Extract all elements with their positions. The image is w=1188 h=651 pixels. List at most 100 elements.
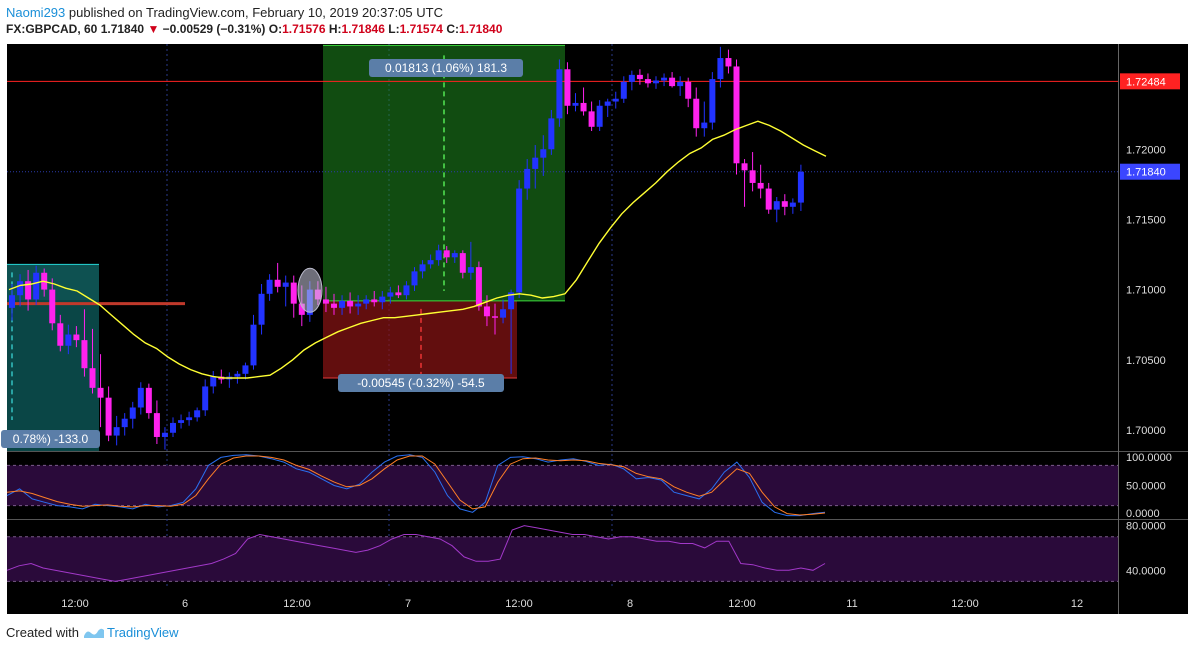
footer: Created with TradingView [6,625,179,640]
close-value: 1.71840 [458,22,503,36]
candle-body [194,410,201,418]
highlight-ellipse [297,267,323,313]
candle-body [33,272,40,300]
candle-body [339,300,346,308]
open-label: O: [268,22,283,36]
candle-body [524,168,531,189]
time-tick-label: 12:00 [283,598,311,610]
candle-body [596,105,603,127]
tradingview-logo-icon [83,628,104,638]
candle-body [636,74,643,80]
candle-body [274,279,281,287]
candle-body [628,74,635,82]
tradingview-link[interactable]: TradingView [83,625,179,640]
candle-body [451,253,458,258]
candle-body [17,281,24,296]
author-name[interactable]: Naomi293 [6,5,66,20]
down-arrow-icon: ▼ [147,22,160,36]
candle-body [427,260,434,265]
time-tick-label: 11 [846,598,857,610]
candle-body [81,340,88,369]
candle-body [186,417,193,421]
time-tick-label: 12:00 [951,598,979,610]
candle-body [588,111,595,127]
rsi-tick-label: 80.0000 [1126,521,1166,533]
price-tick-label: 1.70000 [1126,425,1166,437]
candle-body [121,418,128,428]
candle-body [298,303,305,315]
candle-body [363,299,370,304]
candle-body [57,323,64,346]
candle-body [532,157,539,169]
stochastic-band [7,465,1118,506]
candle-body [781,201,788,207]
candle-body [789,202,796,207]
time-tick-label: 12:00 [61,598,89,610]
stochastic-tick-label: 100.0000 [1126,452,1172,464]
candle-body [685,81,692,99]
candle-body [178,420,185,423]
candle-body [105,397,112,436]
candle-body [234,373,241,377]
stochastic-line [6,455,826,516]
time-tick-label: 12:00 [505,598,533,610]
symbol-header: FX:GBPCAD, 60 1.71840 ▼ −0.00529 (−0.31%… [6,22,502,36]
long-stop-label: -0.00545 (-0.32%) -54.5 [357,376,485,390]
candle-body [556,69,563,119]
candle-body [210,376,217,387]
candle-body [797,171,804,203]
high-label: H: [328,22,342,36]
time-tick-label: 12 [1071,598,1083,610]
candle-body [97,387,104,398]
candle-body [483,306,490,317]
candle-body [411,271,418,286]
candle-body [492,316,498,318]
candle-body [757,182,764,189]
candle-body [443,250,450,258]
candle-body [669,77,676,87]
long-target-label-box [369,59,523,77]
candle-body [580,102,587,112]
last-price-tag-box [1120,163,1180,180]
candle-body [467,267,474,273]
candle-body [419,264,426,272]
time-tick-label: 7 [405,598,411,610]
long-target-label: 0.01813 (1.06%) 181.3 [385,61,507,75]
short-stop-label: 0.78%) -133.0 [13,432,89,446]
created-with-text: Created with [6,625,79,640]
candle-body [250,324,257,366]
candle-body [701,122,708,129]
candle-body [604,101,611,106]
candle-body [500,309,507,318]
candle-body [202,386,209,411]
close-label: C: [446,22,459,36]
candle-body [331,303,337,308]
moving-average-line [8,120,827,379]
candle-body [170,422,176,433]
candle-body [677,81,684,87]
price-tick-label: 1.72000 [1126,144,1166,156]
candle-body [725,58,732,67]
price-axis [1118,44,1188,587]
candle-body [387,292,394,297]
short-target-zone [7,300,99,451]
candle-body [693,98,700,129]
candle-body [741,163,748,171]
resistance-price-tag: 1.72484 [1126,76,1166,88]
rsi-line [6,525,826,582]
candle-body [25,281,32,300]
candle-body [612,98,619,102]
candle-body [475,267,482,307]
candle-body [572,102,579,106]
candle-body [644,79,651,84]
rsi-band [7,536,1118,582]
candle-body [65,334,72,346]
stochastic-tick-label: 0.0000 [1126,508,1160,520]
candle-body [653,80,659,84]
candle-body [564,69,571,106]
candle-body [620,81,627,99]
candle-body [508,292,515,310]
price-tick-label: 1.71000 [1126,285,1166,297]
candle-body [540,149,547,158]
